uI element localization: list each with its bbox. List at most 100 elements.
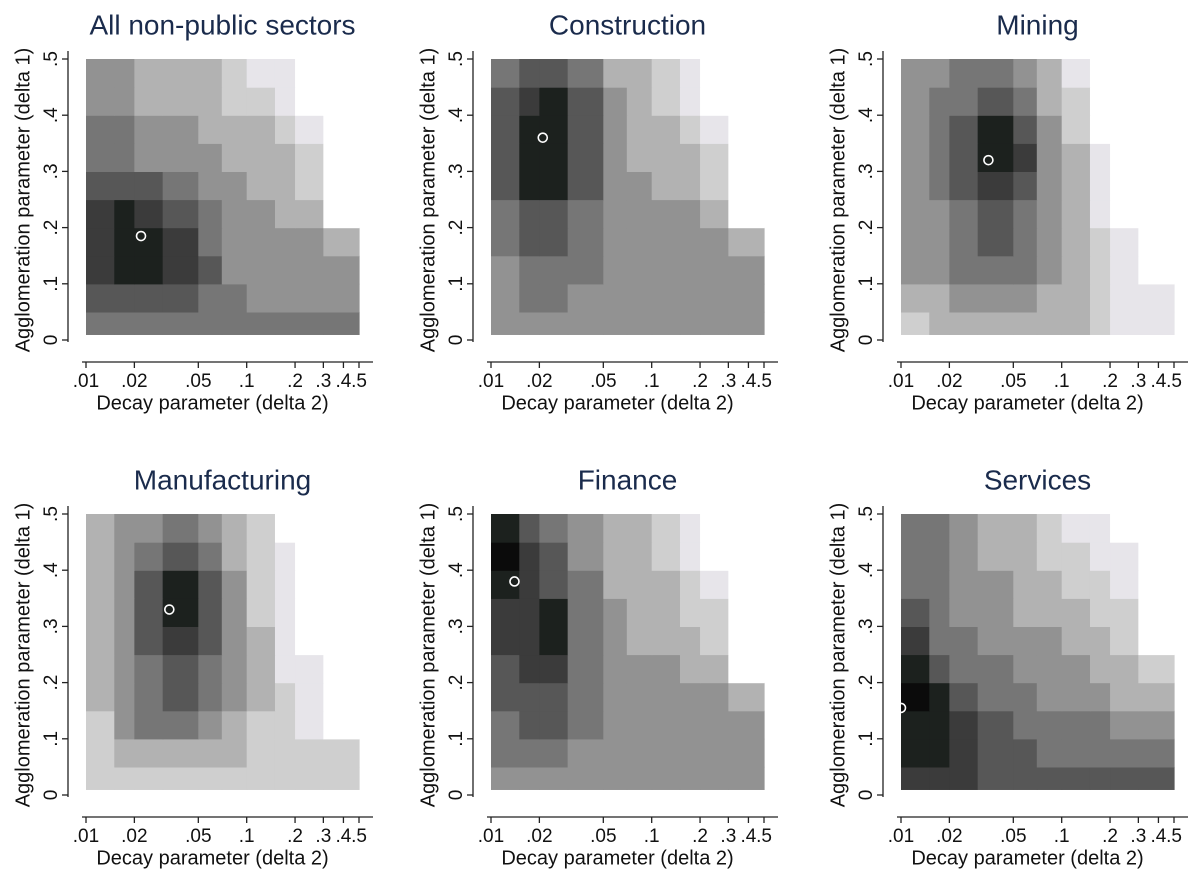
x-tick-label: .02 xyxy=(526,371,552,392)
contour-cell xyxy=(162,115,199,144)
contour-cell xyxy=(1110,199,1139,229)
contour-cell xyxy=(1036,227,1063,257)
panel: 0.1.2.3.4.5.01.02.05.1.2.3.4.5FinanceDec… xyxy=(417,464,778,869)
contour-cell xyxy=(1036,59,1063,88)
contour-cell xyxy=(86,682,115,712)
contour-cell xyxy=(700,626,729,656)
contour-cell xyxy=(274,514,296,543)
contour-cell xyxy=(700,542,729,571)
contour-cell xyxy=(134,283,164,313)
contour-cell xyxy=(679,311,701,335)
contour-cell xyxy=(134,570,164,599)
contour-cell xyxy=(901,738,930,768)
contour-cell xyxy=(246,227,276,257)
contour-cell xyxy=(977,598,1014,627)
contour-cell xyxy=(1036,143,1063,172)
contour-cell xyxy=(162,682,199,712)
y-tick-label: .4 xyxy=(41,107,62,123)
contour-cell xyxy=(679,59,701,88)
contour-cell xyxy=(221,738,248,768)
contour-cell xyxy=(1110,59,1139,88)
contour-cell xyxy=(274,570,296,599)
contour-cell xyxy=(728,598,765,627)
contour-cell xyxy=(1138,311,1175,335)
contour-cell xyxy=(539,59,569,88)
contour-cell xyxy=(679,227,701,257)
x-tick-label: .2 xyxy=(692,371,708,392)
contour-cell xyxy=(323,626,360,656)
panel-title: Services xyxy=(984,464,1091,495)
contour-cell xyxy=(86,283,115,313)
contour-cell xyxy=(162,738,199,768)
contour-cell xyxy=(1013,570,1038,599)
contour-cell xyxy=(198,255,223,285)
contour-cell xyxy=(700,682,729,712)
contour-cell xyxy=(700,227,729,257)
x-tick-label: .2 xyxy=(287,371,303,392)
contour-cell xyxy=(949,570,979,599)
contour-cell xyxy=(1036,626,1063,656)
panel: 0.1.2.3.4.5.01.02.05.1.2.3.4.5ServicesDe… xyxy=(827,464,1188,869)
contour-cell xyxy=(603,115,628,144)
contour-cell xyxy=(162,514,199,543)
contour-cell xyxy=(929,255,950,285)
contour-cell xyxy=(901,199,930,229)
contour-cell xyxy=(1061,283,1091,313)
contour-cell xyxy=(626,283,653,313)
contour-cell xyxy=(221,227,248,257)
contour-cell xyxy=(539,570,569,599)
contour-cell xyxy=(491,143,520,172)
contour-cell xyxy=(221,682,248,712)
contour-cell xyxy=(519,710,540,740)
contour-cell xyxy=(162,542,199,571)
contour-cell xyxy=(519,570,540,599)
contour-cell xyxy=(626,682,653,712)
contour-cell xyxy=(491,626,520,656)
contour-cell xyxy=(1110,227,1139,257)
contour-cell xyxy=(491,311,520,335)
contour-cell xyxy=(567,171,604,201)
contour-cell xyxy=(246,199,276,229)
contour-cell xyxy=(491,682,520,712)
x-tick-label: .4 xyxy=(335,826,351,847)
contour-cell xyxy=(323,542,360,571)
contour-cell xyxy=(1036,171,1063,201)
contour-cell xyxy=(1061,171,1091,201)
contour-cell xyxy=(977,171,1014,201)
contour-cell xyxy=(567,626,604,656)
contour-cell xyxy=(567,570,604,599)
contour-cell xyxy=(949,59,979,88)
contour-cell xyxy=(728,199,765,229)
contour-cell xyxy=(949,542,979,571)
contour-cell xyxy=(162,255,199,285)
contour-cell xyxy=(901,570,930,599)
contour-cell xyxy=(86,143,115,172)
contour-cell xyxy=(274,626,296,656)
contour-cell xyxy=(519,143,540,172)
contour-cell xyxy=(1013,143,1038,172)
contour-cell xyxy=(539,283,569,313)
contour-cell xyxy=(1089,514,1111,543)
contour-cell xyxy=(114,626,135,656)
contour-cell xyxy=(929,514,950,543)
optimum-point xyxy=(537,132,549,143)
contour-cell xyxy=(162,171,199,201)
contour-cell xyxy=(134,171,164,201)
contour-cell xyxy=(1061,710,1091,740)
x-tick-label: .05 xyxy=(1000,826,1026,847)
contour-cell xyxy=(567,514,604,543)
contour-cell xyxy=(679,283,701,313)
contour-cell xyxy=(700,255,729,285)
contour-cell xyxy=(246,255,276,285)
y-tick-label: .1 xyxy=(41,276,62,292)
contour-cell xyxy=(162,199,199,229)
contour-cell xyxy=(491,59,520,88)
contour-cell xyxy=(1061,598,1091,627)
contour-cell xyxy=(700,766,729,790)
contour-cell xyxy=(1089,654,1111,684)
contour-cell xyxy=(1089,626,1111,656)
contour-cell xyxy=(626,115,653,144)
y-tick-label: .4 xyxy=(446,562,467,578)
contour-cell xyxy=(901,514,930,543)
